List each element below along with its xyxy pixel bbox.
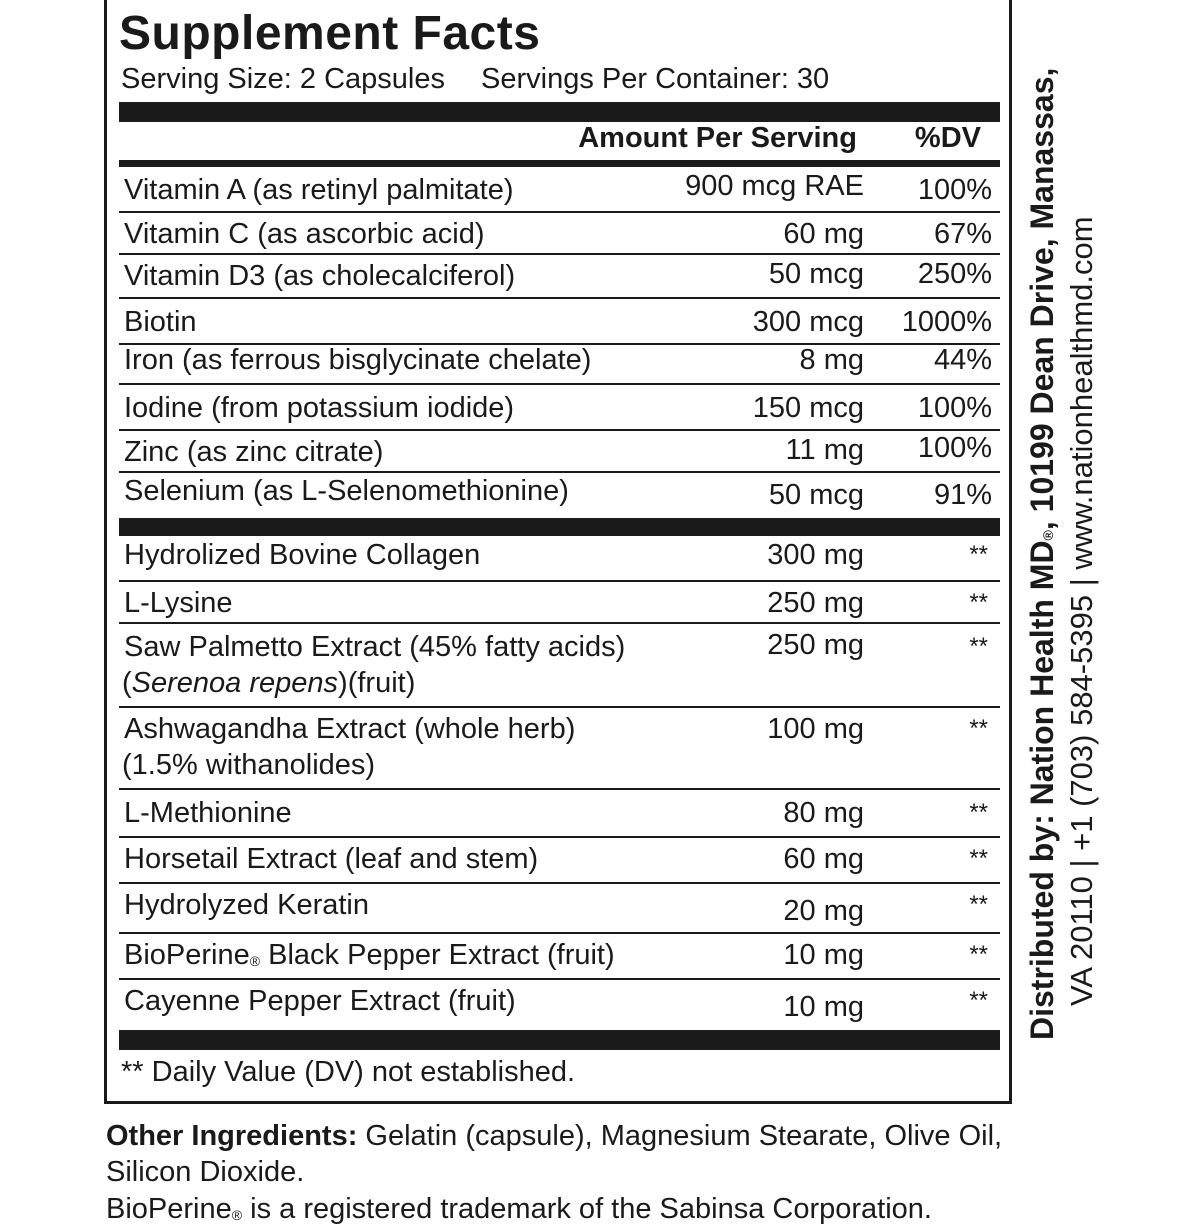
header-dv: %DV [914, 122, 981, 154]
nutrient-name: Vitamin A (as retinyl palmitate) [124, 174, 514, 206]
ingredient-name: Saw Palmetto Extract (45% fatty acids) [124, 631, 626, 663]
nutrient-dv: 1000% [901, 306, 992, 338]
table-row: Zinc (as zinc citrate) 11 mg 100% [119, 432, 1000, 473]
nutrient-dv: 91% [933, 479, 992, 511]
table-row: Selenium (as L-Selenomethionine) 50 mcg … [119, 472, 1000, 516]
table-row: Cayenne Pepper Extract (fruit) 10 mg ** [119, 982, 1000, 1030]
table-row: L-Methionine 80 mg ** [119, 794, 1000, 838]
servings-per-container: Servings Per Container: 30 [481, 63, 830, 95]
table-row: Iron (as ferrous bisglycinate chelate) 8… [119, 341, 1000, 385]
ingredient-name: Horsetail Extract (leaf and stem) [124, 843, 539, 875]
ingredient-dv: ** [969, 845, 988, 872]
ingredient-name: Ashwagandha Extract (whole herb) [124, 713, 576, 745]
medium-divider [119, 160, 1000, 167]
ingredient-amount: 250 mg [767, 629, 864, 661]
nutrient-dv: 100% [917, 174, 992, 206]
ingredient-name: Cayenne Pepper Extract (fruit) [124, 985, 516, 1017]
ingredient-amount: 60 mg [783, 843, 864, 875]
nutrient-dv: 250% [917, 258, 992, 290]
ingredient-dv: ** [969, 891, 988, 918]
thick-divider [119, 518, 1000, 536]
nutrient-name: Vitamin C (as ascorbic acid) [124, 218, 485, 250]
nutrient-amount: 150 mcg [752, 392, 864, 424]
ingredient-name-line2: (Serenoa repens)(fruit) [122, 667, 416, 699]
ingredient-name: BioPerine® Black Pepper Extract (fruit) [124, 939, 615, 971]
nutrient-name: Biotin [124, 306, 197, 338]
other-ingredients-label: Other Ingredients: [106, 1120, 358, 1152]
header-amount: Amount Per Serving [578, 122, 857, 154]
ingredient-amount: 250 mg [767, 587, 864, 619]
ingredient-amount: 10 mg [783, 939, 864, 971]
ingredient-name-line2: (1.5% withanolides) [122, 749, 376, 781]
nutrient-amount: 50 mcg [768, 479, 864, 511]
table-row: Hydrolyzed Keratin 20 mg ** [119, 886, 1000, 934]
table-row: Vitamin A (as retinyl palmitate) 900 mcg… [119, 170, 1000, 213]
ingredient-dv: ** [969, 589, 988, 616]
ingredient-amount: 300 mg [767, 539, 864, 571]
distributor-line: Distributed by: Nation Health MD®, 10199… [1024, 67, 1060, 1040]
distributor-contact: VA 20110 | +1 (703) 584-5395 | www.natio… [1064, 216, 1099, 1006]
nutrient-amount: 8 mg [799, 344, 864, 376]
nutrient-dv: 100% [917, 432, 992, 464]
table-row: Horsetail Extract (leaf and stem) 60 mg … [119, 840, 1000, 884]
other-ingredients-text: Gelatin (capsule), Magnesium Stearate, O… [106, 1120, 1003, 1188]
trademark-notice: BioPerine® is a registered trademark of … [106, 1193, 932, 1225]
nutrient-amount: 300 mcg [752, 306, 864, 338]
ingredient-amount: 100 mg [767, 713, 864, 745]
nutrient-amount: 11 mg [785, 434, 864, 466]
ingredient-amount: 10 mg [783, 991, 864, 1023]
other-ingredients: Other Ingredients: Gelatin (capsule), Ma… [106, 1118, 1006, 1190]
table-row: Ashwagandha Extract (whole herb) (1.5% w… [119, 710, 1000, 790]
ingredient-name: Hydrolized Bovine Collagen [124, 539, 481, 571]
ingredient-name: Hydrolyzed Keratin [124, 889, 369, 921]
table-row: Saw Palmetto Extract (45% fatty acids) (… [119, 628, 1000, 708]
ingredient-amount: 80 mg [783, 797, 864, 829]
nutrient-name: Iron (as ferrous bisglycinate chelate) [124, 344, 592, 376]
nutrient-dv: 44% [933, 344, 992, 376]
table-row: Vitamin D3 (as cholecalciferol) 50 mcg 2… [119, 257, 1000, 299]
ingredient-dv: ** [969, 987, 988, 1014]
table-row: Iodine (from potassium iodide) 150 mcg 1… [119, 389, 1000, 431]
serving-info: Serving Size: 2 Capsules Servings Per Con… [121, 60, 829, 98]
ingredient-dv: ** [969, 715, 988, 742]
ingredient-dv: ** [969, 799, 988, 826]
nutrient-name: Vitamin D3 (as cholecalciferol) [124, 260, 516, 292]
table-row: Hydrolized Bovine Collagen 300 mg ** [119, 536, 1000, 582]
nutrient-amount: 60 mg [783, 218, 864, 250]
panel-title: Supplement Facts [119, 7, 541, 60]
ingredient-amount: 20 mg [783, 895, 864, 927]
nutrient-name: Selenium (as L-Selenomethionine) [124, 475, 569, 507]
table-row: L-Lysine 250 mg ** [119, 584, 1000, 624]
ingredient-dv: ** [969, 633, 988, 660]
nutrient-dv: 100% [917, 392, 992, 424]
nutrient-name: Zinc (as zinc citrate) [124, 436, 384, 468]
nutrient-amount: 50 mcg [768, 258, 864, 290]
thick-divider [119, 1030, 1000, 1050]
ingredient-name: L-Lysine [124, 587, 233, 619]
table-row: Biotin 300 mcg 1000% [119, 303, 1000, 345]
nutrient-amount: 900 mcg RAE [685, 170, 864, 202]
ingredient-dv: ** [969, 941, 988, 968]
ingredient-dv: ** [969, 541, 988, 568]
thick-divider [119, 102, 1000, 122]
table-row: Vitamin C (as ascorbic acid) 60 mg 67% [119, 215, 1000, 255]
serving-size: Serving Size: 2 Capsules [121, 63, 445, 95]
nutrient-name: Iodine (from potassium iodide) [124, 392, 515, 424]
table-row: BioPerine® Black Pepper Extract (fruit) … [119, 936, 1000, 980]
ingredient-name: L-Methionine [124, 797, 292, 829]
footnote: ** Daily Value (DV) not established. [121, 1056, 576, 1088]
nutrient-dv: 67% [933, 218, 992, 250]
supplement-facts-panel: Supplement Facts Serving Size: 2 Capsule… [104, 0, 1012, 1104]
